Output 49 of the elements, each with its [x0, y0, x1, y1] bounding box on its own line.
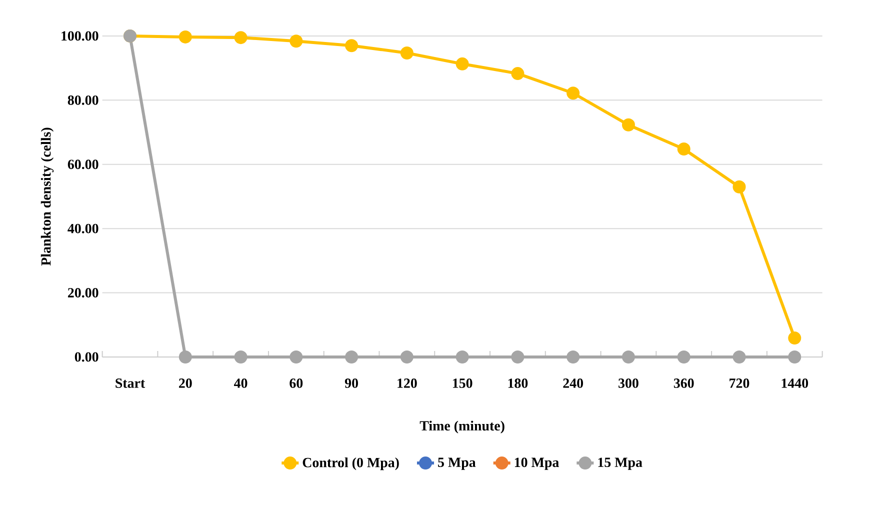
y-axis-title: Plankton density (cells)	[40, 128, 54, 266]
point	[456, 57, 469, 70]
y-tick-label: 0.00	[74, 352, 98, 362]
x-tick-label: 720	[730, 378, 750, 388]
point	[788, 350, 802, 364]
x-tick-label: Start	[116, 378, 146, 388]
point	[511, 67, 524, 80]
x-tick-label: 300	[618, 378, 638, 388]
x-tick-label: 120	[398, 378, 417, 388]
point	[788, 332, 802, 345]
y-tick-label: 80.00	[68, 95, 98, 105]
point	[290, 34, 303, 48]
x-tick-label: 1440	[782, 378, 808, 388]
point	[732, 180, 746, 194]
x-axis-title: Time (minute)	[420, 420, 504, 434]
point	[345, 350, 358, 364]
point	[566, 86, 580, 100]
point	[677, 350, 690, 364]
y-tick-label: 40.00	[68, 224, 98, 234]
point	[178, 30, 192, 44]
point	[732, 350, 746, 364]
point	[400, 350, 414, 364]
point	[566, 350, 580, 364]
point	[456, 350, 469, 364]
legend-label: 5 Mpa	[438, 458, 476, 470]
x-tick-label: 360	[674, 378, 694, 388]
point	[345, 39, 358, 52]
x-tick-label: 90	[344, 378, 358, 388]
x-tick-label: 40	[234, 378, 248, 388]
point	[622, 350, 635, 364]
legend-label: 10 Mpa	[514, 458, 559, 470]
point	[178, 350, 192, 364]
point	[511, 350, 524, 364]
x-tick-label: 60	[290, 378, 303, 388]
point	[400, 46, 414, 60]
point	[290, 350, 303, 364]
point	[622, 118, 635, 132]
x-tick-label: 20	[179, 378, 192, 388]
y-tick-label: 20.00	[68, 288, 98, 298]
x-tick-label: 150	[452, 378, 472, 388]
y-tick-label: 60.00	[68, 160, 98, 170]
point	[234, 350, 248, 364]
point	[677, 142, 690, 156]
x-tick-label: 180	[508, 378, 528, 388]
y-tick-label: 100.00	[62, 31, 98, 41]
legend-label: 15 Mpa	[598, 458, 642, 470]
legend-label: Control (0 Mpa)	[302, 457, 399, 470]
x-tick-label: 240	[563, 378, 584, 388]
point	[234, 31, 248, 44]
